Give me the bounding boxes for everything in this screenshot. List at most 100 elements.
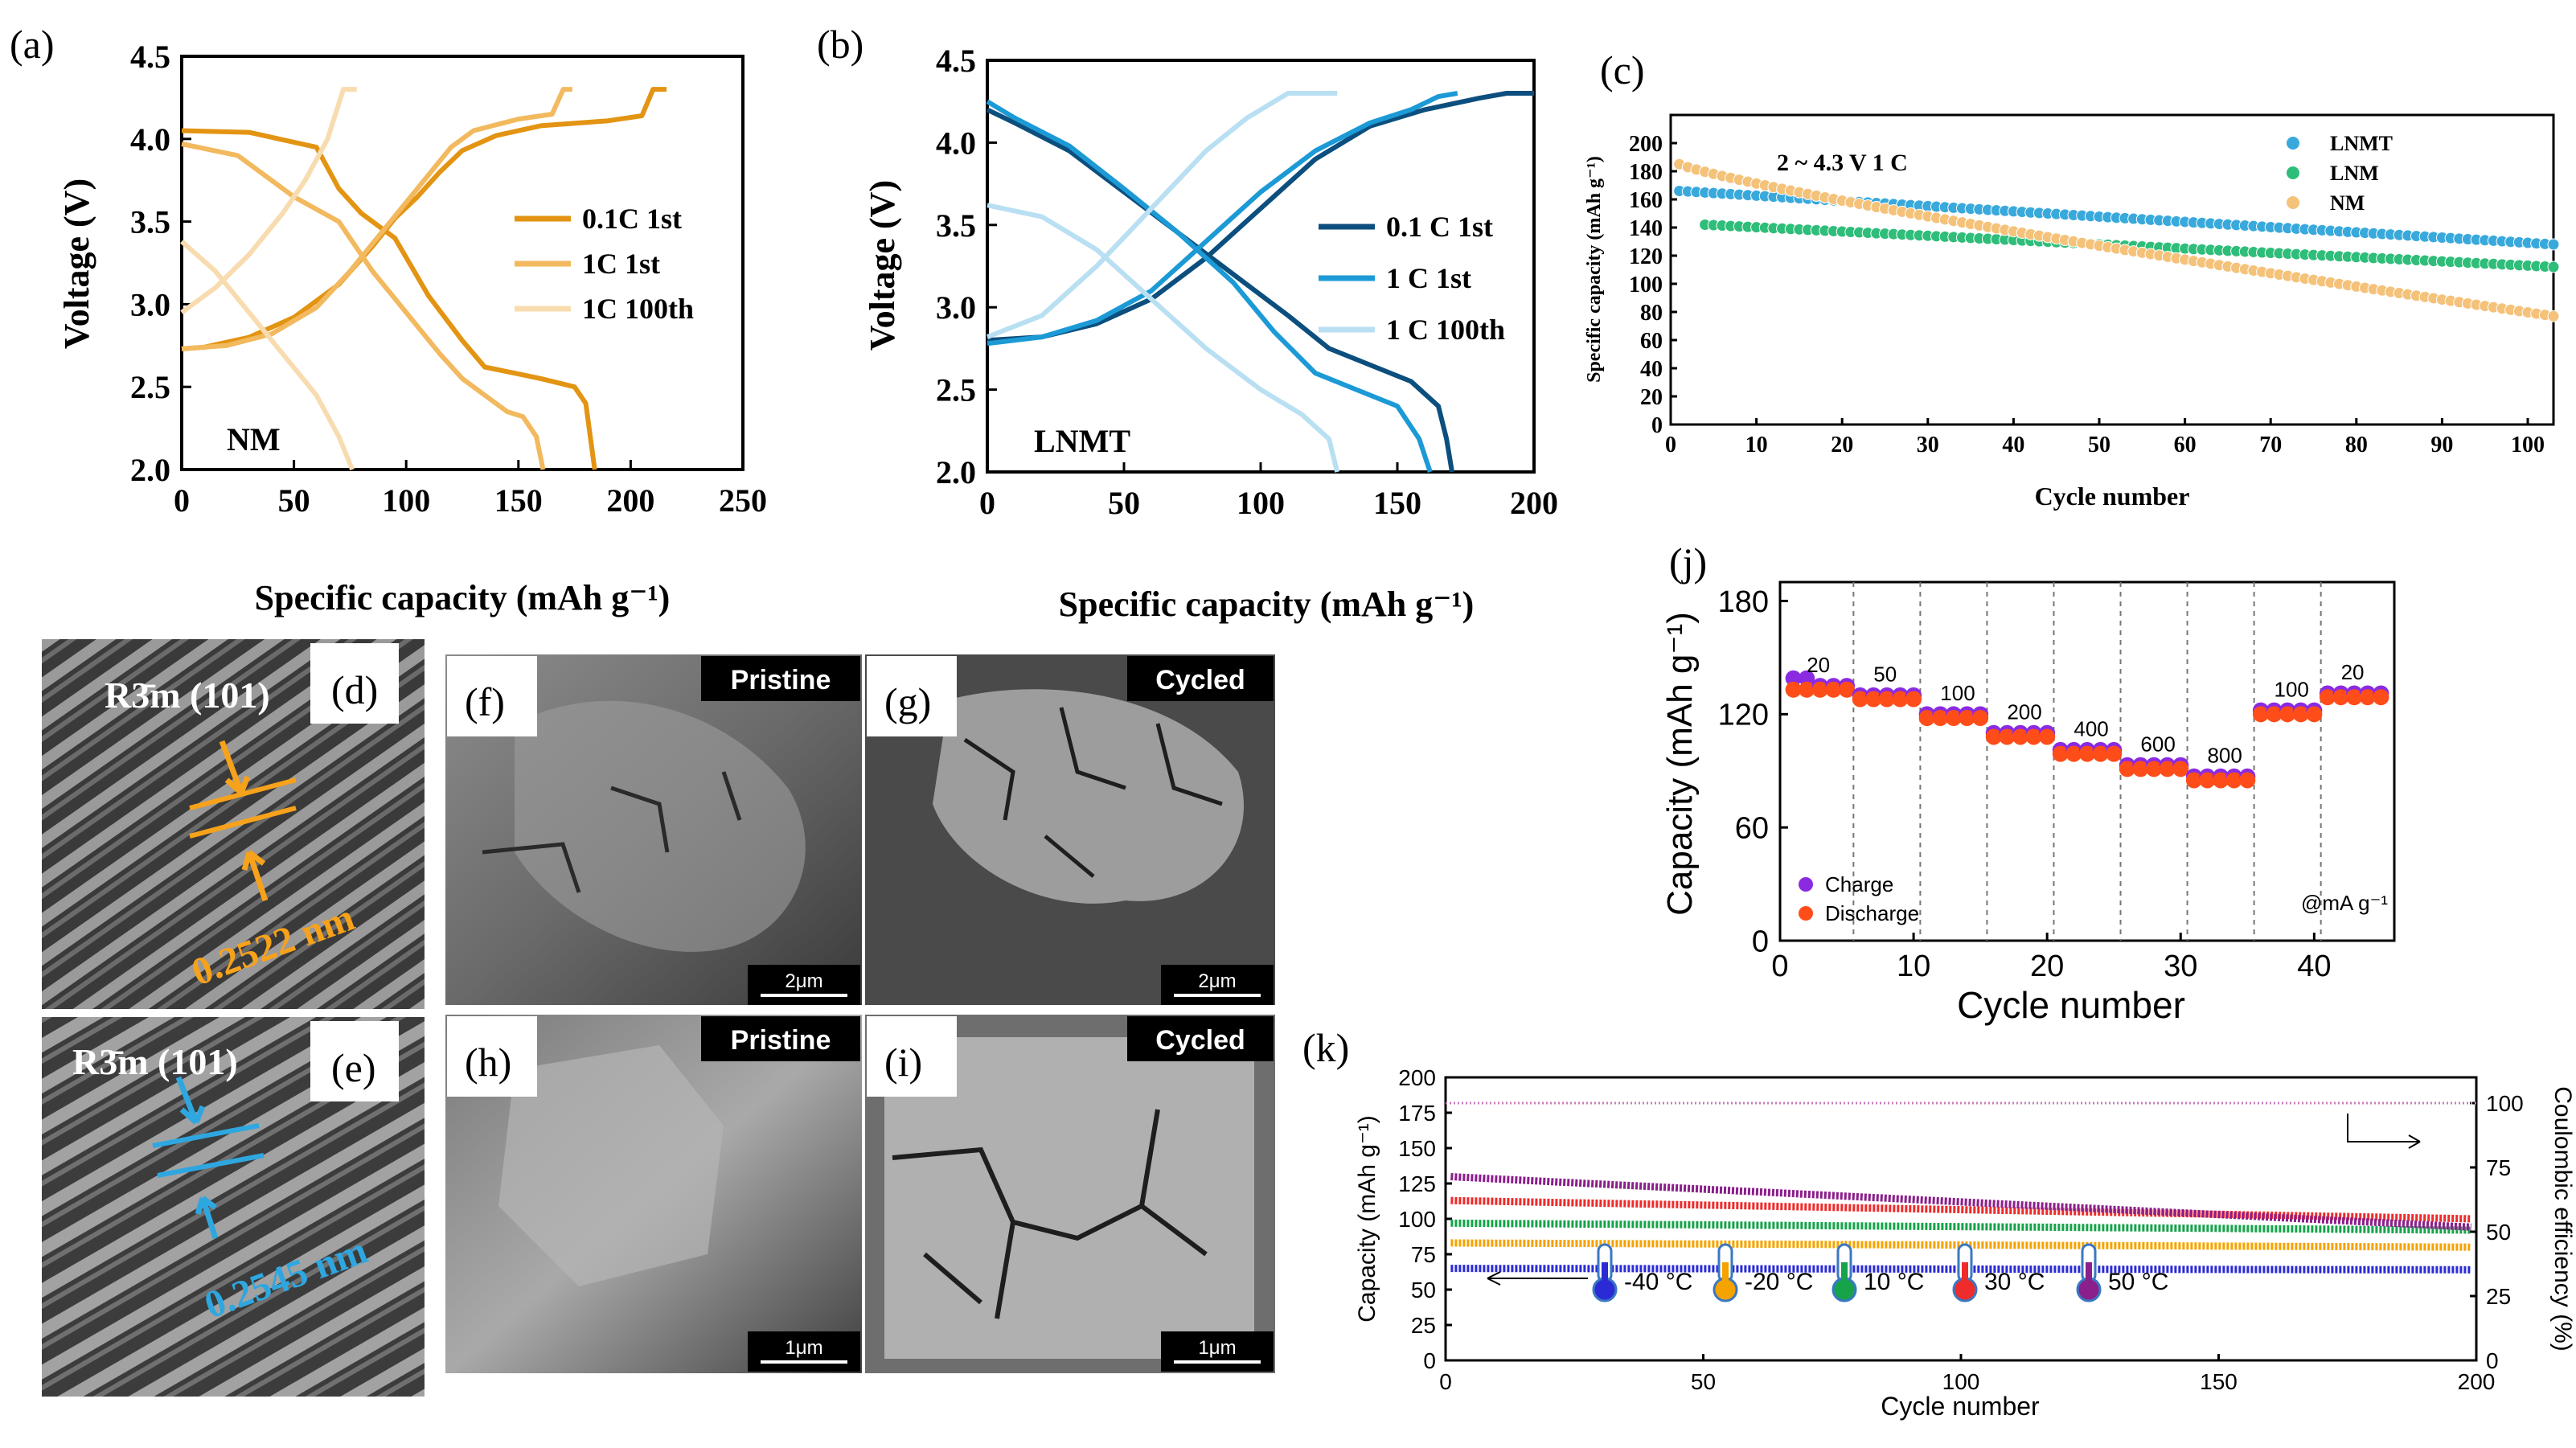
panel-h-state: Pristine xyxy=(731,1025,831,1056)
panel-c-tag: (c) xyxy=(1600,47,1645,92)
point-charge xyxy=(1799,670,1815,687)
y-tick-label: 2.0 xyxy=(936,454,976,490)
y-tick-label: 60 xyxy=(1735,811,1769,845)
x-tick-label: 20 xyxy=(2030,950,2064,983)
point-discharge xyxy=(2225,772,2242,789)
panel-i-cracks xyxy=(892,1109,1208,1319)
point-discharge xyxy=(1999,728,2016,745)
point-discharge xyxy=(2213,772,2229,789)
curve-charge xyxy=(181,87,667,351)
y2-tick-label: 25 xyxy=(2486,1284,2511,1309)
panel-g-particle xyxy=(933,689,1245,904)
thermometer-level xyxy=(1962,1262,1968,1288)
y-tick-label: 200 xyxy=(1629,132,1663,157)
y-tick-label: 25 xyxy=(1411,1313,1436,1338)
thermometer-level xyxy=(2086,1262,2092,1288)
rate-label: 600 xyxy=(2140,732,2175,756)
point-discharge xyxy=(2292,706,2309,723)
panel-g-tag-box xyxy=(867,656,957,736)
rate-label: 800 xyxy=(2207,743,2242,767)
point-charge xyxy=(1785,670,1802,687)
x-tick-label: 80 xyxy=(2345,433,2368,457)
point-discharge xyxy=(2106,745,2123,762)
curve-discharge xyxy=(180,240,355,471)
panel-c-ylabel: Specific capacity (mAh g⁻¹) xyxy=(1584,156,1605,383)
x-tick-label: 150 xyxy=(494,482,543,519)
point-discharge xyxy=(1865,691,1882,708)
panel-i-state-box xyxy=(1127,1016,1274,1061)
x-tick-label: 100 xyxy=(1237,485,1285,521)
panel-e-fringe-line-1 xyxy=(152,1123,260,1148)
curve-discharge xyxy=(181,128,597,470)
point-discharge xyxy=(2159,761,2176,777)
legend-label: 1C 100th xyxy=(582,293,694,325)
x-tick-label: 50 xyxy=(1691,1369,1716,1394)
y-tick-label: 120 xyxy=(1718,699,1769,732)
panel-e-fringe-line-2 xyxy=(157,1153,265,1178)
panel-j-points: 20 50 100 200 400 600 800 100 20 xyxy=(1785,653,2389,789)
x-tick-label: 0 xyxy=(1665,433,1676,457)
point-discharge xyxy=(1959,710,1975,727)
x-tick-label: 20 xyxy=(1831,433,1853,457)
panel-i-scale: 1μm xyxy=(1198,1337,1236,1359)
x-tick-label: 30 xyxy=(1917,433,1939,457)
panel-f-state-box xyxy=(701,656,860,701)
point-discharge xyxy=(2239,772,2256,789)
x-tick-label: 150 xyxy=(2200,1369,2238,1394)
panel-f-tag: (f) xyxy=(465,679,505,724)
panel-d-arrow-up xyxy=(241,850,269,902)
curve-charge xyxy=(987,91,1534,343)
rate-label: 20 xyxy=(1807,653,1830,677)
point-discharge xyxy=(2185,772,2202,789)
point-discharge xyxy=(2279,706,2296,723)
point-discharge xyxy=(2346,689,2363,706)
thermometer-level xyxy=(1722,1262,1729,1288)
y-tick-label: 3.5 xyxy=(130,204,170,240)
y-tick-label: 0 xyxy=(1651,413,1663,438)
panel-j-unit-note: @mA g⁻¹ xyxy=(2301,891,2388,915)
curve-charge xyxy=(987,91,1458,347)
y-tick-label: 3.5 xyxy=(936,207,976,244)
legend-label: Charge xyxy=(1825,872,1893,896)
panel-j-ylabel: Capacity (mAh g⁻¹) xyxy=(1660,612,1700,916)
panel-c-xlabel: Cycle number xyxy=(2035,482,2190,511)
panel-c-legend: LNMT LNM NM xyxy=(2287,132,2393,215)
x-tick-label: 150 xyxy=(1373,485,1421,521)
panel-a-frame xyxy=(180,55,744,471)
y-tick-label: 3.0 xyxy=(130,286,170,322)
y2-tick-label: 100 xyxy=(2486,1091,2524,1116)
panel-h-scale-box xyxy=(748,1331,860,1372)
curve-discharge xyxy=(986,99,1433,473)
point-nm xyxy=(2547,310,2560,322)
y-tick-label: 50 xyxy=(1411,1278,1436,1302)
x-tick-label: 50 xyxy=(1108,485,1140,521)
panel-f-tag-box xyxy=(447,656,537,736)
panel-k-frame xyxy=(1444,1076,2478,1362)
panel-c-condition: 2 ~ 4.3 V 1 C xyxy=(1777,150,1908,176)
panel-c-points xyxy=(1673,158,2560,322)
point-discharge xyxy=(2373,689,2389,706)
y-tick-label: 150 xyxy=(1398,1136,1436,1161)
panel-k-y2label: Coulombic efficiency (%) xyxy=(2549,1086,2576,1352)
y-tick-label: 80 xyxy=(1640,301,1663,326)
y-tick-label: 180 xyxy=(1629,160,1663,185)
rate-label: 100 xyxy=(1940,681,1975,705)
point-discharge xyxy=(2199,772,2216,789)
curve-charge xyxy=(180,87,357,315)
panel-i-state: Cycled xyxy=(1155,1025,1245,1056)
panel-d: R3̄m (101) (d) 0.2522 nm xyxy=(42,639,425,1009)
x-tick-label: 10 xyxy=(1897,950,1930,983)
panel-d-tag-box xyxy=(310,643,399,724)
panel-a-ylabel: Voltage (V) xyxy=(57,178,96,349)
panel-c: (c) 0 10 20 30 40 50 60 70 80 90 10002040608010012… xyxy=(1584,47,2560,511)
thermometer-level xyxy=(1602,1262,1608,1288)
panel-b-curves xyxy=(986,91,1534,473)
y-tick-label: 0 xyxy=(1423,1348,1436,1373)
point-discharge xyxy=(2359,689,2376,706)
x-tick-label: 0 xyxy=(1771,950,1788,983)
panel-d-fringe-line-1 xyxy=(189,777,297,810)
panel-a-ticks: 0 50 100 150 200 250 2.0 2.5 3.0 3.5 4.0 4.5 xyxy=(130,39,767,519)
panel-h: (h) Pristine 1μm xyxy=(445,1015,862,1373)
